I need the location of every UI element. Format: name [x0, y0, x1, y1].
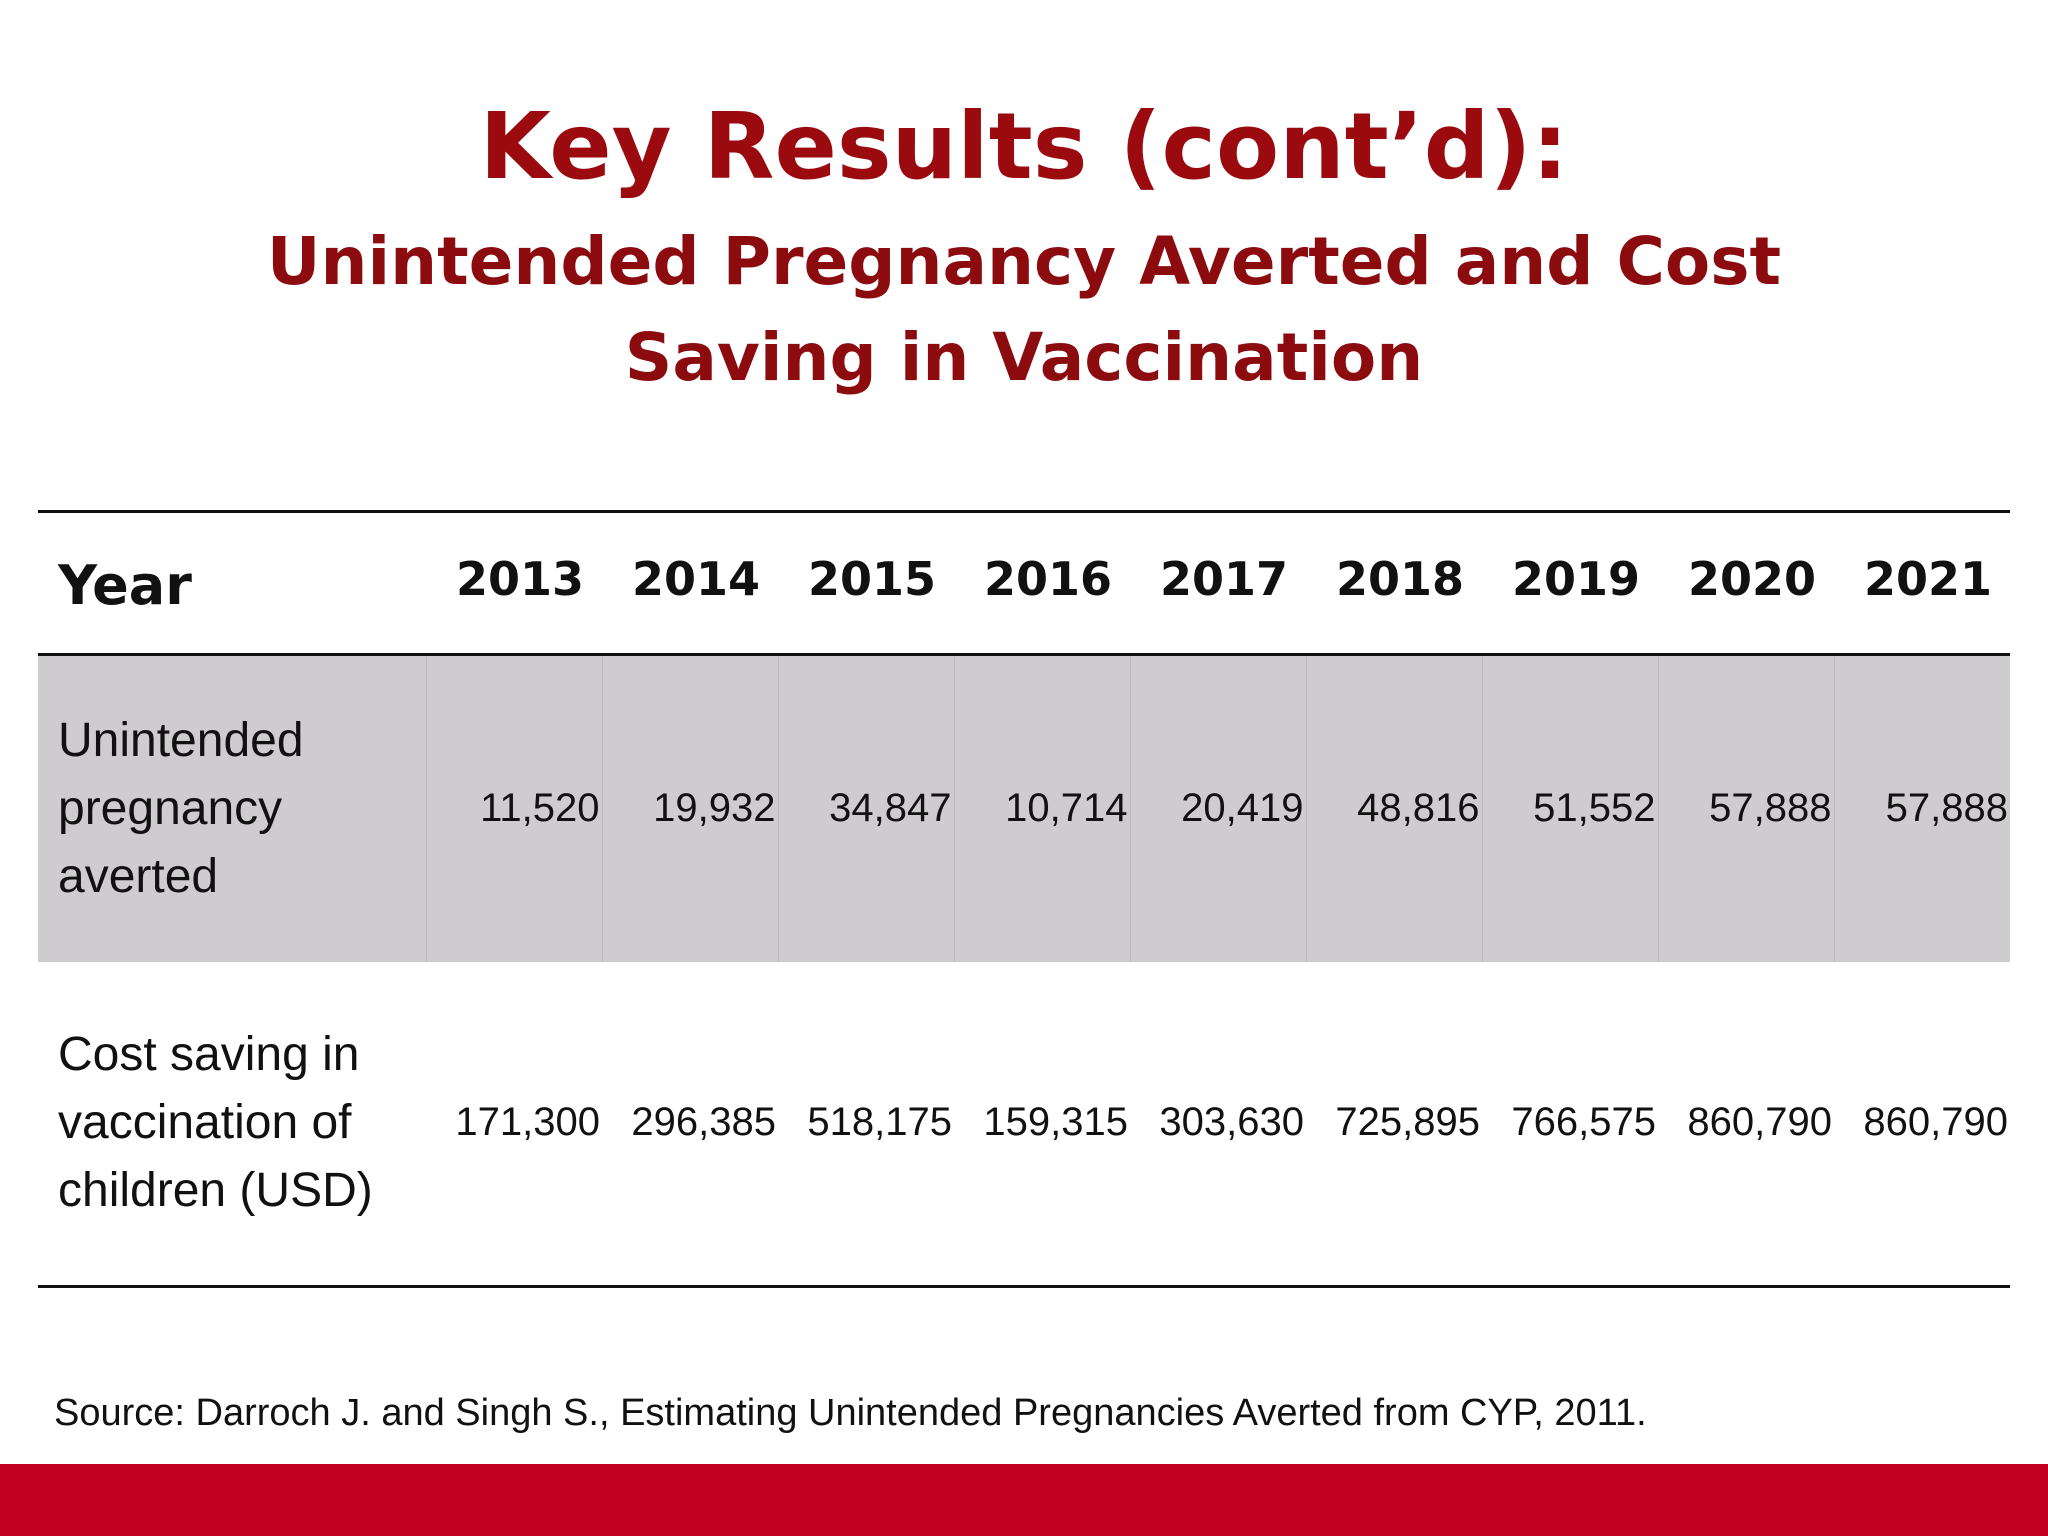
header-year: 2013: [455, 552, 584, 607]
table-cell: 296,385: [631, 1100, 776, 1144]
slide-subtitle: Unintended Pregnancy Averted and Cost Sa…: [266, 223, 1782, 396]
table-cell: 303,630: [1159, 1100, 1304, 1144]
table-row-pregnancy-averted: Unintended pregnancy averted 11,520 19,9…: [38, 655, 2010, 962]
results-table-container: Year 2013 2014 2015 2016 2017 2018 2019 …: [38, 512, 2010, 1284]
table-cell: 159,315: [983, 1100, 1128, 1144]
table-cell: 34,847: [778, 655, 955, 962]
table-cell: 48,816: [1306, 655, 1483, 962]
table-row-cost-saving: Cost saving in vaccination of children (…: [38, 961, 2010, 1284]
table-top-rule: [38, 510, 2010, 513]
table-cell: 725,895: [1335, 1100, 1480, 1144]
table-cell: 766,575: [1511, 1100, 1656, 1144]
header-separator: [38, 652, 2010, 657]
row-label: Unintended pregnancy averted: [38, 655, 427, 962]
header-year: 2017: [1159, 552, 1288, 607]
table-cell: 57,888: [1885, 786, 2008, 830]
slide-title: Key Results (cont’d):: [479, 93, 1569, 200]
source-citation: Source: Darroch J. and Singh S., Estimat…: [54, 1392, 1647, 1434]
header-year-label: Year: [58, 553, 192, 617]
header-year: 2018: [1335, 552, 1464, 607]
table-cell: 19,932: [602, 655, 779, 962]
table-cell: 51,552: [1482, 655, 1659, 962]
header-year: 2019: [1511, 552, 1640, 607]
table-cell: 171,300: [455, 1100, 600, 1144]
table-cell: 20,419: [1130, 655, 1307, 962]
table-cell: 860,790: [1687, 1100, 1832, 1144]
table-bottom-rule: [38, 1285, 2010, 1288]
table-header-row: Year 2013 2014 2015 2016 2017 2018 2019 …: [38, 512, 2010, 654]
table-cell: 57,888: [1658, 655, 1835, 962]
footer-bar: [0, 1464, 2048, 1536]
row-label: Cost saving in vaccination of children (…: [58, 1027, 373, 1217]
table-cell: 518,175: [807, 1100, 952, 1144]
table-cell: 860,790: [1863, 1100, 2008, 1144]
header-year: 2014: [631, 552, 760, 607]
table-cell: 11,520: [426, 655, 603, 962]
header-year: 2016: [983, 552, 1112, 607]
table-cell: 10,714: [954, 655, 1131, 962]
header-year: 2020: [1687, 552, 1816, 607]
results-table: Year 2013 2014 2015 2016 2017 2018 2019 …: [38, 512, 2010, 1284]
header-year: 2015: [807, 552, 936, 607]
header-year: 2021: [1863, 552, 1992, 607]
